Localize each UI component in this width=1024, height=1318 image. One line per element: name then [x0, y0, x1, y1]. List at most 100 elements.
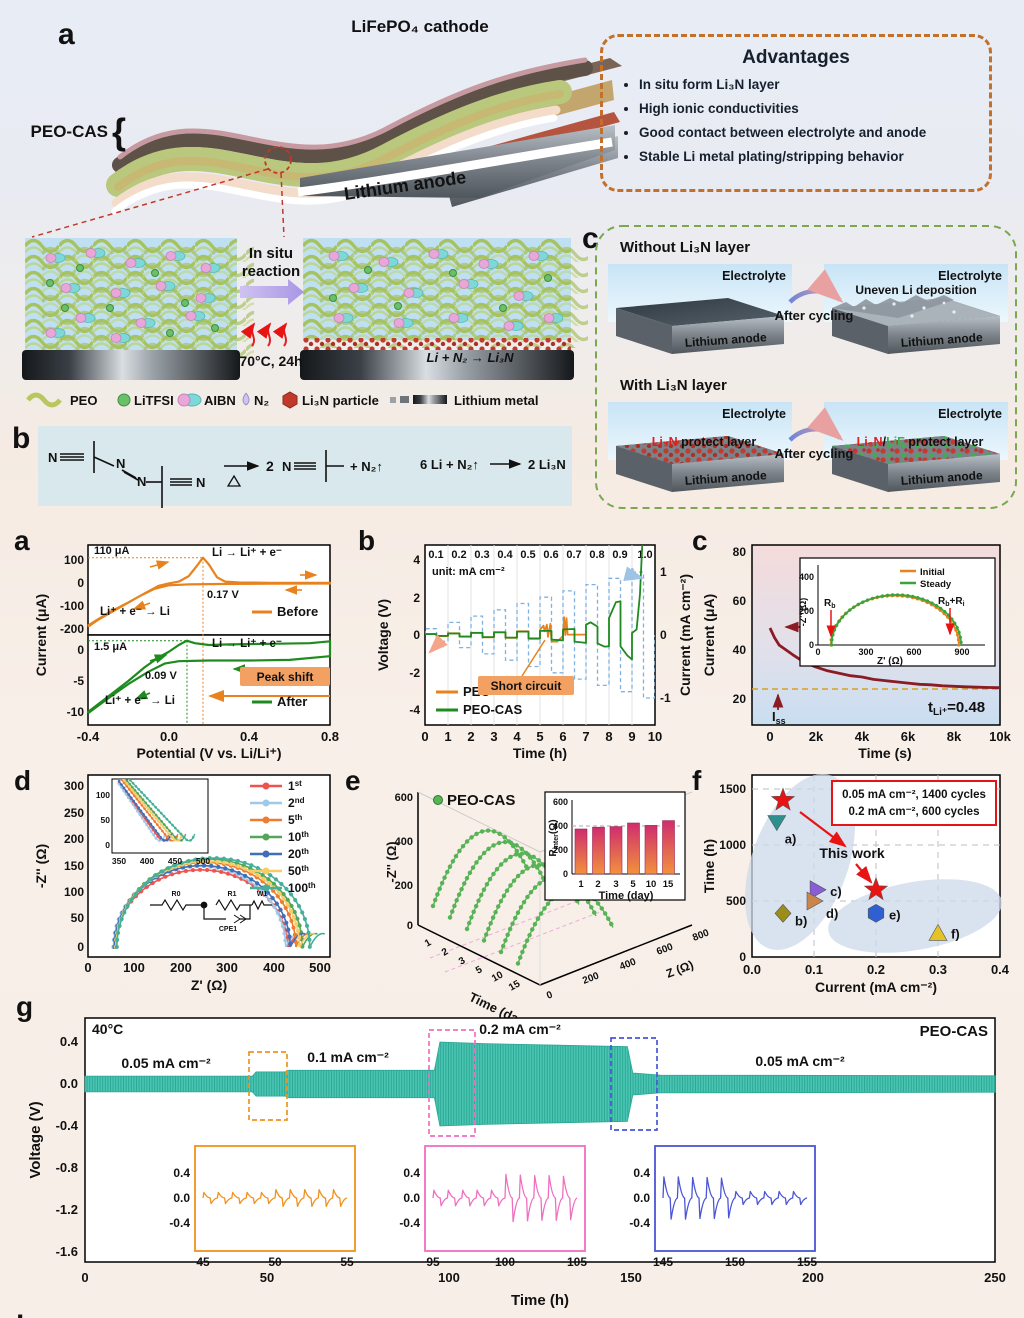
svg-text:20th: 20th	[288, 847, 309, 861]
svg-text:20: 20	[733, 692, 747, 706]
svg-text:0.17 V: 0.17 V	[207, 589, 239, 601]
svg-text:-0.4: -0.4	[399, 1216, 420, 1230]
svg-text:400: 400	[263, 960, 285, 975]
svg-text:reaction: reaction	[242, 263, 300, 280]
svg-text:6k: 6k	[901, 729, 916, 744]
peo-cas-dot-icon	[433, 795, 443, 805]
svg-text:100: 100	[438, 1270, 460, 1285]
svg-text:105: 105	[567, 1255, 587, 1269]
inset-nyquist-curves	[829, 593, 963, 647]
chart-d-legend: 1st 2nd 5th 10th 20th 50th 100th	[250, 779, 316, 895]
svg-text:5: 5	[536, 729, 543, 744]
svg-text:-0.4: -0.4	[629, 1216, 650, 1230]
legend-after: After	[277, 694, 307, 709]
chart-f-ylabel: Time (h)	[701, 839, 717, 893]
chart-a-yticks: 100 0 -100 -200 0 -5 -10	[60, 553, 84, 719]
chart-f-legend-box	[831, 780, 997, 826]
chart-b-ylabel: Voltage (V)	[375, 599, 391, 671]
transference-number: tLi⁺=0.48	[928, 699, 985, 718]
chart-c-curve	[768, 627, 1001, 690]
svg-text:-2: -2	[409, 666, 420, 680]
svg-text:50: 50	[268, 1255, 282, 1269]
svg-text:0: 0	[77, 940, 84, 954]
battery-3d-schematic: LiFePO₄ cathode PEO-CAS { Lithium anode	[31, 17, 622, 238]
svg-text:2nd: 2nd	[288, 796, 305, 810]
condition-label: 70°C, 24h	[239, 353, 302, 369]
scene-pristine: Electrolyte Lithium anode	[608, 264, 792, 354]
svg-text:0: 0	[77, 643, 84, 657]
svg-text:5: 5	[630, 879, 636, 890]
rbri-label: Rb+Ri	[938, 596, 965, 608]
svg-text:0.3: 0.3	[929, 962, 947, 977]
svg-text:250: 250	[984, 1270, 1006, 1285]
svg-text:0: 0	[413, 628, 420, 642]
chart-g-ylabel: Voltage (V)	[27, 1101, 44, 1178]
svg-text:0.0: 0.0	[60, 1076, 78, 1091]
litfsi-dots	[329, 266, 552, 312]
chart-b-xticks: 0 1 2 3 4 5 6 7 8 9 10	[421, 729, 662, 744]
svg-text:0: 0	[81, 1270, 88, 1285]
advantage-item: Stable Li metal plating/stripping behavi…	[639, 149, 975, 164]
svg-text:1st: 1st	[288, 779, 302, 793]
svg-text:c): c)	[830, 884, 842, 899]
heat-arrows-icon	[240, 322, 288, 347]
svg-text:7: 7	[582, 729, 589, 744]
reaction-arrow-icon	[240, 279, 304, 305]
svg-text:-0.4: -0.4	[169, 1216, 190, 1230]
chart-g-inset-1: 0.4 0.0 -0.4 45 50 55	[169, 1145, 356, 1269]
aibn-icon	[177, 393, 202, 407]
chart-f-xticks: 0.0 0.1 0.2 0.3 0.4	[743, 962, 1010, 977]
electrolyte-after-box	[300, 238, 588, 380]
svg-text:-4: -4	[409, 703, 420, 717]
svg-text:200: 200	[553, 845, 568, 855]
svg-text:CPE1: CPE1	[219, 926, 237, 933]
after-cycling-1: After cycling	[775, 269, 853, 323]
chart-g-temp: 40°C	[92, 1021, 123, 1037]
svg-text:1: 1	[578, 879, 584, 890]
cathode-label: LiFePO₄ cathode	[351, 17, 489, 36]
svg-text:0: 0	[563, 869, 568, 879]
svg-text:500: 500	[726, 894, 746, 908]
svg-text:0: 0	[766, 729, 773, 744]
chart-f-xlabel: Current (mA cm⁻²)	[815, 979, 937, 995]
chart-g-yticks: 0.4 0.0 -0.4 -0.8 -1.2 -1.6	[56, 1034, 79, 1259]
svg-text:0.2: 0.2	[867, 962, 885, 977]
chart-d-label: d	[14, 765, 31, 796]
svg-text:-200: -200	[60, 622, 84, 636]
svg-text:0.4: 0.4	[403, 1166, 420, 1180]
advantages-list: In situ form Li₃N layer High ionic condu…	[617, 77, 975, 164]
right-axis-arrow	[623, 566, 645, 582]
svg-text:155: 155	[797, 1255, 817, 1269]
svg-text:a): a)	[785, 832, 797, 847]
aibn-reaction-scheme: N N N N N 2 + N₂↑ 6 Li + N₂↑ 2 Li₃N	[38, 426, 572, 508]
litfsi-dots	[46, 264, 219, 337]
chart-e-tticks: 1 2 3 5 10 15	[423, 937, 523, 994]
chart-e-zlabel: -Z'' (Ω)	[384, 841, 399, 882]
svg-text:50: 50	[101, 815, 111, 825]
surface-reaction-label: Li + N₂ → Li₃N	[427, 350, 515, 365]
svg-text:95: 95	[426, 1255, 440, 1269]
svg-text:Lithium anode: Lithium anode	[684, 330, 767, 350]
svg-text:15: 15	[507, 978, 523, 993]
rinter-bars	[574, 820, 675, 875]
chart-a-ylabel: Current (μA)	[33, 594, 49, 676]
svg-text:2: 2	[595, 879, 600, 890]
svg-text:0.4: 0.4	[240, 729, 259, 744]
svg-text:6: 6	[559, 729, 566, 744]
chart-g-xlabel: Time (h)	[511, 1292, 569, 1309]
svg-text:1: 1	[444, 729, 451, 744]
svg-text:4k: 4k	[855, 729, 870, 744]
svg-text:R0: R0	[172, 891, 181, 898]
svg-text:450: 450	[168, 856, 182, 866]
svg-text:0.1: 0.1	[805, 962, 823, 977]
svg-text:0.0: 0.0	[173, 1191, 190, 1205]
svg-text:PEO: PEO	[70, 393, 97, 408]
svg-text:350: 350	[112, 856, 126, 866]
svg-text:500: 500	[196, 856, 210, 866]
svg-text:60: 60	[733, 594, 747, 608]
this-work-arrow-1	[799, 811, 847, 848]
peo-icon	[26, 392, 62, 408]
coef: 2	[266, 458, 274, 474]
chart-c-yticks: 80 60 40 20	[733, 545, 747, 706]
